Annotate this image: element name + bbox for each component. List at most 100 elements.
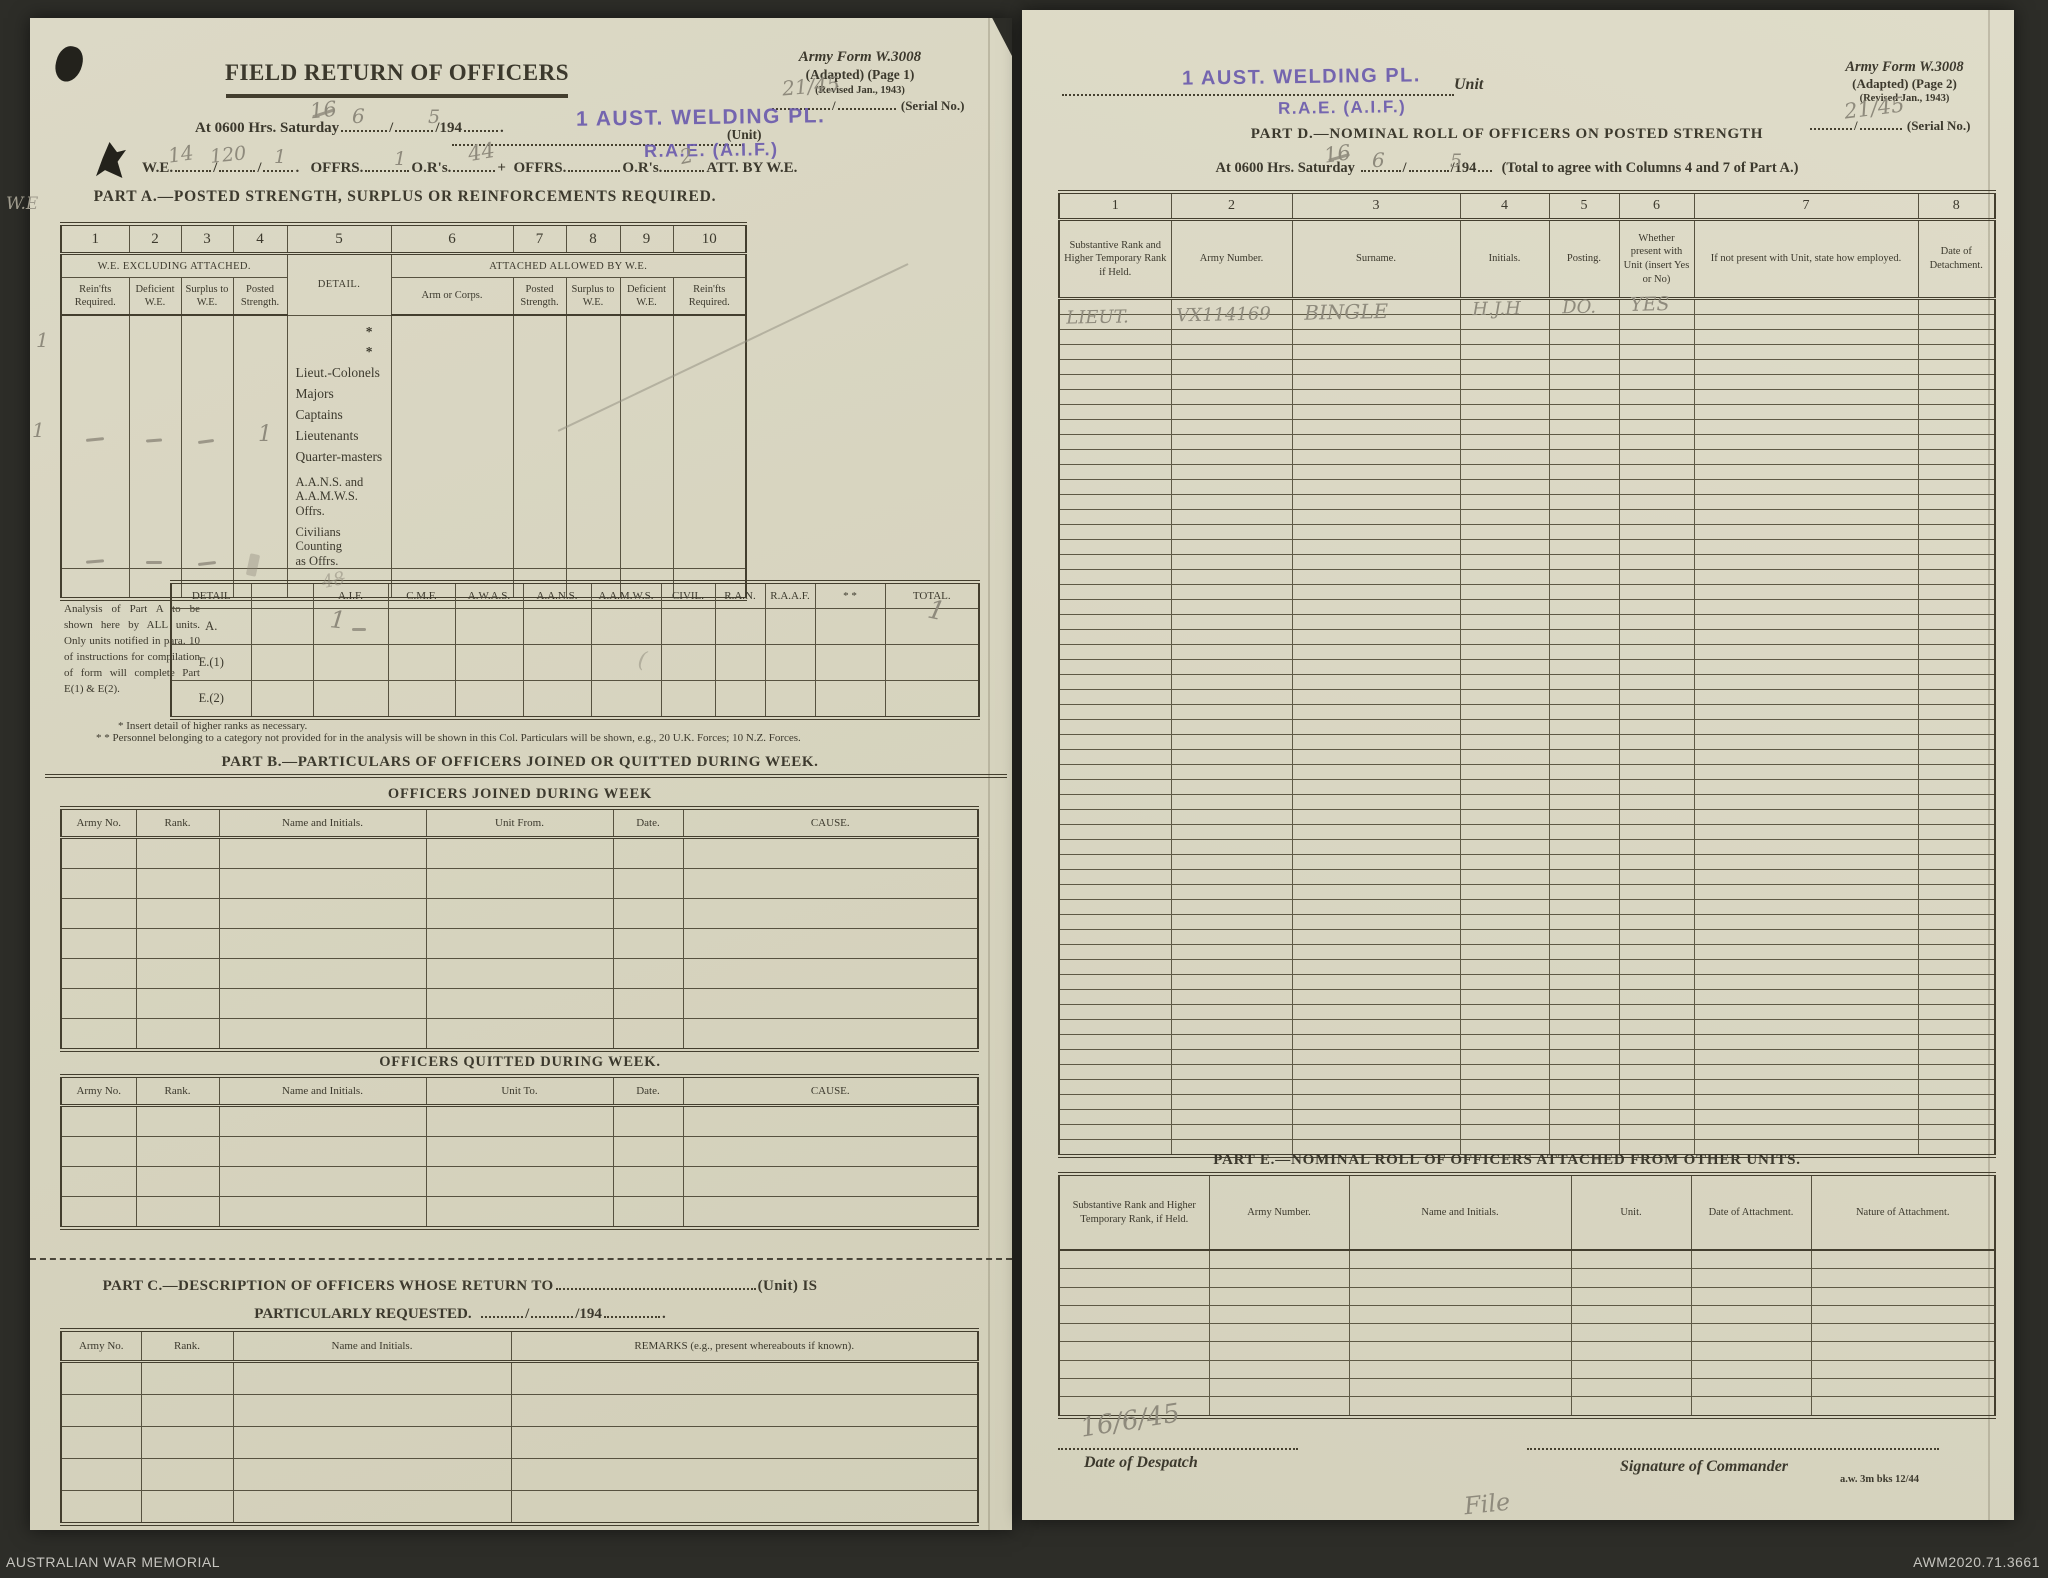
empty-cell <box>135 1136 220 1167</box>
empty-cell <box>1291 599 1461 615</box>
date-line: At 0600 Hrs. Saturday / /194. <box>195 120 504 137</box>
empty-cell <box>218 928 427 959</box>
empty-cell <box>1693 704 1919 720</box>
unit-stamp-line2: R.A.E. (A.I.F.) <box>1277 97 1407 118</box>
empty-cell <box>135 1196 220 1229</box>
form-title: FIELD RETURN OF OFFICERS <box>224 60 570 85</box>
form-adapted: (Adapted) (Page 2) <box>1852 76 1957 92</box>
empty-cell <box>135 928 220 959</box>
empty-cell <box>60 1018 137 1051</box>
column-header: Date. <box>612 1075 684 1107</box>
empty-cell <box>1693 989 1919 1005</box>
empty-cell <box>1170 494 1293 510</box>
empty-cell <box>1548 839 1620 855</box>
empty-cell <box>1291 584 1461 600</box>
empty-cell <box>1570 1249 1692 1270</box>
year-prefix: /194 <box>1450 160 1477 176</box>
empty-cell <box>1291 509 1461 525</box>
empty-cell <box>1459 704 1550 720</box>
table-row <box>1058 704 1996 720</box>
part-d-table: 1 2 3 4 5 6 7 8 Substantive Rank and Hig… <box>1058 190 1996 1158</box>
empty-cell <box>1170 434 1293 450</box>
empty-cell <box>714 608 766 645</box>
hw-year: 5 <box>428 106 441 128</box>
empty-cell <box>1548 674 1620 690</box>
table-row <box>1058 1249 1996 1270</box>
empty-cell <box>1058 989 1172 1005</box>
hw-rank: LIEUT. <box>1066 306 1129 329</box>
empty-cell <box>1459 854 1550 870</box>
empty-cell <box>1693 899 1919 915</box>
column-header: Army Number. <box>1170 219 1293 300</box>
column-header: Rank. <box>135 807 220 839</box>
empty-cell <box>1170 899 1293 915</box>
empty-cell <box>1693 1064 1919 1080</box>
column-header: Army Number. <box>1208 1173 1350 1251</box>
empty-cell <box>1058 509 1172 525</box>
column-header: Posting. <box>1548 219 1620 300</box>
empty-cell <box>1058 824 1172 840</box>
empty-cell <box>1693 449 1919 465</box>
empty-cell <box>1917 1109 1996 1125</box>
column-header: REMARKS (e.g., present whereabouts if kn… <box>510 1329 979 1363</box>
col-number: 3 <box>180 223 234 255</box>
officers-joined-title: OFFICERS JOINED DURING WEEK <box>387 786 653 802</box>
empty-cell <box>1291 854 1461 870</box>
offrs-label: OFFRS. <box>310 160 364 176</box>
column-header: A.W.A.S. <box>454 581 524 609</box>
analysis-row-e2: E.(2) <box>170 680 980 719</box>
empty-cell <box>1917 839 1996 855</box>
empty-cell <box>60 837 137 869</box>
empty-cell <box>232 1490 512 1525</box>
empty-cell <box>1291 1109 1461 1125</box>
table-header-row: Substantive Rank and Higher Temporary Ra… <box>1058 219 1996 300</box>
unit-label: Unit <box>1454 76 1484 93</box>
empty-cell <box>218 958 427 989</box>
empty-cell <box>1618 1019 1695 1035</box>
empty-cell <box>1618 704 1695 720</box>
empty-cell <box>1291 764 1461 780</box>
empty-cell <box>672 314 747 570</box>
empty-cell <box>1170 914 1293 930</box>
empty-cell <box>1459 539 1550 555</box>
empty-cell <box>1917 719 1996 735</box>
empty-cell <box>60 1490 142 1525</box>
table-row <box>1058 1139 1996 1157</box>
empty-cell <box>1548 1004 1620 1020</box>
empty-cell <box>1917 974 1996 990</box>
empty-cell <box>1208 1396 1350 1418</box>
empty-cell <box>1058 809 1172 825</box>
empty-cell <box>1170 374 1293 390</box>
empty-cell <box>1291 839 1461 855</box>
empty-cell <box>1618 884 1695 900</box>
empty-cell <box>1459 464 1550 480</box>
empty-cell <box>1170 569 1293 585</box>
empty-cell <box>1917 1049 1996 1065</box>
form-reference: Army Form W.3008 (Adapted) (Page 1) (Rev… <box>740 48 980 97</box>
empty-cell <box>1291 869 1461 885</box>
hw-we-3: 1 <box>274 146 287 168</box>
empty-cell <box>1548 1019 1620 1035</box>
empty-cell <box>1917 419 1996 435</box>
column-header: Date of Attachment. <box>1690 1173 1812 1251</box>
empty-cell <box>1058 584 1172 600</box>
empty-cell <box>1917 599 1996 615</box>
empty-cell <box>1570 1304 1692 1325</box>
empty-cell <box>1291 419 1461 435</box>
margin-note-1: 1 <box>36 328 49 352</box>
empty-cell <box>425 1166 614 1197</box>
col-number: 4 <box>232 223 288 255</box>
empty-cell <box>1170 989 1293 1005</box>
column-header: Name and Initials. <box>232 1329 512 1363</box>
empty-cell <box>1459 989 1550 1005</box>
column-header: Name and Initials. <box>1348 1173 1572 1251</box>
empty-cell <box>1618 569 1695 585</box>
empty-cell <box>1291 479 1461 495</box>
empty-cell <box>1548 1094 1620 1110</box>
table-row <box>1058 689 1996 705</box>
empty-cell <box>1917 554 1996 570</box>
pencil-dash <box>146 561 162 564</box>
we-line: W.E. / /. OFFRS. O.R's. + OFFRS. O.R's. ATT. B… <box>142 160 797 177</box>
table-row <box>1058 539 1996 555</box>
empty-cell <box>425 988 614 1019</box>
